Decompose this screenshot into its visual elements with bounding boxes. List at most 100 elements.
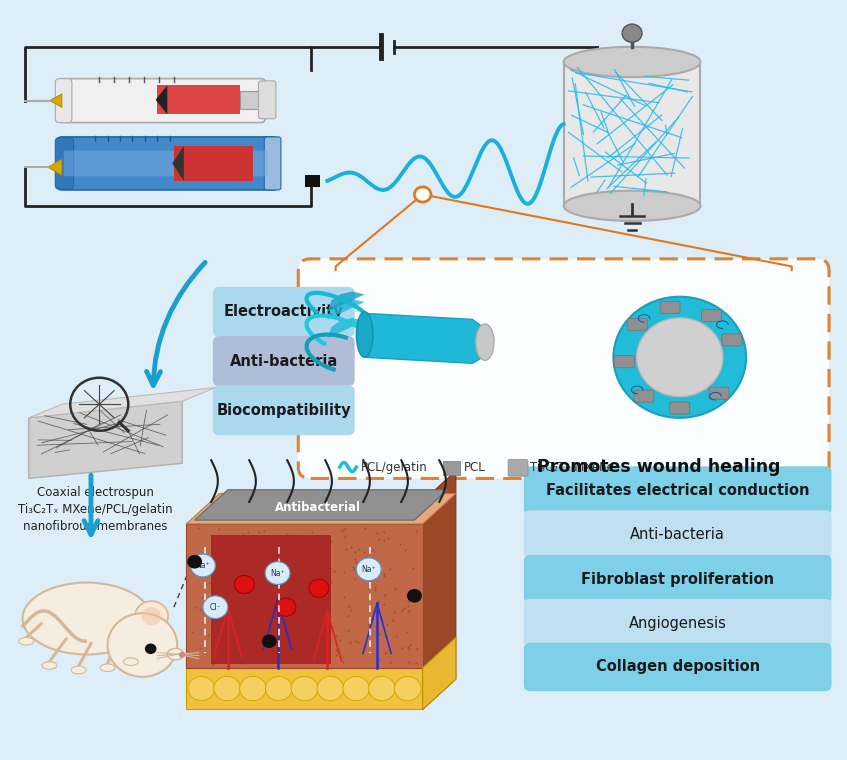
FancyBboxPatch shape [709,387,729,399]
Ellipse shape [19,638,34,645]
Text: Biocompatibility: Biocompatibility [217,403,352,418]
Ellipse shape [357,312,373,357]
Ellipse shape [71,667,86,674]
Text: Ti₃C₂Tₓ MXene: Ti₃C₂Tₓ MXene [530,461,614,473]
FancyBboxPatch shape [158,85,241,114]
Polygon shape [156,85,167,114]
Circle shape [613,296,746,418]
Text: Coaxial electrospun
Ti₃C₂Tₓ MXene/PCL/gelatin
nanofibrous membranes: Coaxial electrospun Ti₃C₂Tₓ MXene/PCL/ge… [18,486,173,533]
Circle shape [135,601,168,632]
Polygon shape [186,668,423,709]
FancyBboxPatch shape [258,81,276,119]
Circle shape [145,644,157,654]
FancyBboxPatch shape [213,287,355,337]
Circle shape [343,676,369,701]
FancyBboxPatch shape [213,336,355,386]
Ellipse shape [167,648,184,660]
Circle shape [276,598,296,616]
Polygon shape [563,62,700,206]
Circle shape [368,676,396,701]
Polygon shape [423,638,456,709]
Circle shape [637,318,722,397]
Text: Cl⁻: Cl⁻ [209,603,221,612]
Polygon shape [29,388,215,418]
Polygon shape [365,313,484,363]
Polygon shape [211,535,331,664]
FancyBboxPatch shape [523,467,832,515]
FancyBboxPatch shape [241,91,265,109]
Text: Anti-bacteria: Anti-bacteria [630,527,725,542]
Circle shape [108,613,177,677]
FancyBboxPatch shape [298,259,829,479]
FancyBboxPatch shape [57,137,279,190]
Circle shape [188,676,214,701]
Ellipse shape [476,324,494,360]
Circle shape [240,676,266,701]
Polygon shape [327,291,365,312]
FancyBboxPatch shape [523,555,832,603]
Text: Electroactivity: Electroactivity [224,304,344,319]
FancyBboxPatch shape [174,146,252,181]
Text: Promotes wound healing: Promotes wound healing [537,458,781,476]
Text: Collagen deposition: Collagen deposition [595,660,760,674]
FancyBboxPatch shape [660,301,680,313]
Circle shape [262,635,277,648]
FancyBboxPatch shape [523,510,832,559]
Polygon shape [327,318,365,338]
FancyBboxPatch shape [55,78,72,122]
Circle shape [213,676,241,701]
Text: Na⁺: Na⁺ [270,568,285,578]
Text: Anti-bacteria: Anti-bacteria [230,353,338,369]
Ellipse shape [42,662,57,670]
Circle shape [235,575,254,594]
Circle shape [357,558,381,581]
FancyBboxPatch shape [264,137,281,190]
Circle shape [395,676,421,701]
FancyBboxPatch shape [64,150,268,176]
Circle shape [407,589,422,603]
Polygon shape [186,524,423,668]
Polygon shape [172,146,184,181]
Circle shape [265,676,292,701]
Circle shape [187,555,202,568]
FancyBboxPatch shape [508,460,528,477]
FancyBboxPatch shape [55,138,74,189]
Circle shape [414,187,431,202]
Polygon shape [49,93,62,107]
FancyBboxPatch shape [305,175,320,187]
Circle shape [203,596,228,619]
Text: PCL/gelatin: PCL/gelatin [361,461,427,473]
Circle shape [191,554,215,577]
FancyBboxPatch shape [58,78,265,122]
Polygon shape [47,159,62,176]
Circle shape [309,579,329,597]
Text: PCL: PCL [464,461,486,473]
FancyBboxPatch shape [701,309,722,321]
FancyBboxPatch shape [722,334,742,346]
Text: Na⁺: Na⁺ [362,565,376,574]
Circle shape [623,24,642,43]
Ellipse shape [563,47,700,77]
FancyBboxPatch shape [213,385,355,435]
Circle shape [317,676,344,701]
Text: Angiogenesis: Angiogenesis [628,616,727,631]
Ellipse shape [124,658,138,666]
Circle shape [141,607,162,625]
FancyBboxPatch shape [444,461,460,475]
FancyBboxPatch shape [670,402,689,414]
FancyBboxPatch shape [634,390,654,402]
Polygon shape [29,401,182,479]
Polygon shape [186,493,456,524]
Ellipse shape [100,664,115,672]
Circle shape [179,652,185,658]
FancyBboxPatch shape [523,599,832,648]
Text: Fibroblast proliferation: Fibroblast proliferation [581,572,774,587]
Ellipse shape [23,583,151,654]
FancyBboxPatch shape [628,318,647,331]
FancyBboxPatch shape [523,643,832,691]
Polygon shape [195,489,447,520]
Ellipse shape [563,191,700,221]
Polygon shape [327,299,365,319]
FancyBboxPatch shape [614,356,634,368]
Text: Facilitates electrical conduction: Facilitates electrical conduction [546,483,810,498]
